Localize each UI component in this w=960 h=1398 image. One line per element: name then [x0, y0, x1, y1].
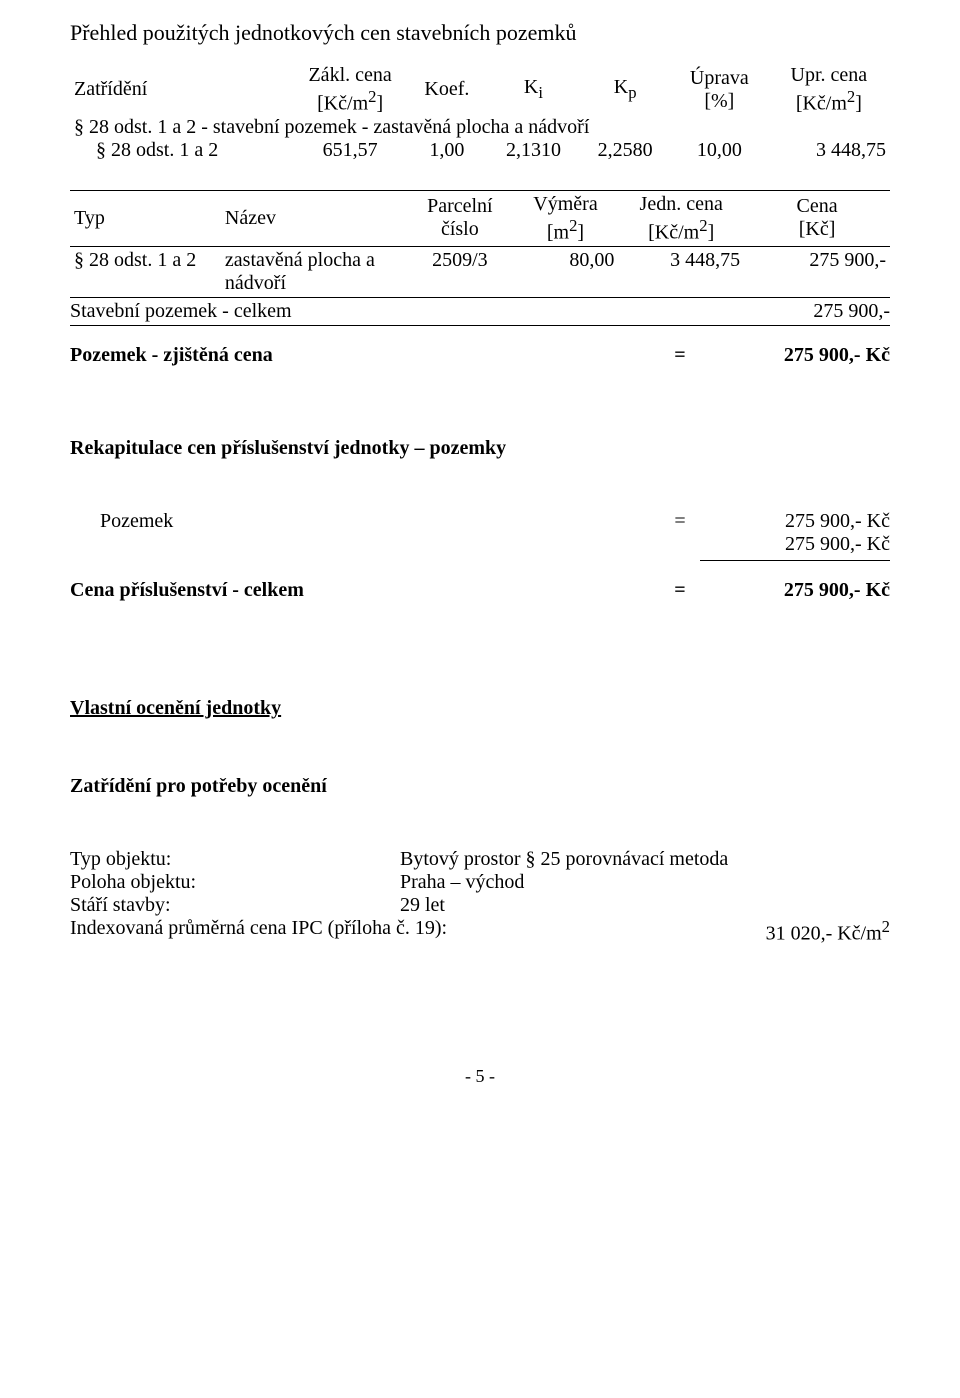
- col-header: Úprava[%]: [671, 64, 768, 116]
- cell: 275 900,-: [744, 249, 890, 295]
- value: 275 900,- Kč: [700, 533, 890, 556]
- kv-val: 29 let: [400, 894, 890, 917]
- kv-val: Bytový prostor § 25 porovnávací metoda: [400, 848, 890, 871]
- equals: =: [660, 579, 700, 602]
- kv-row: Typ objektu: Bytový prostor § 25 porovná…: [70, 848, 890, 871]
- sum-label: Stavební pozemek - celkem: [70, 300, 292, 323]
- sum-value: 275 900,-: [813, 300, 890, 323]
- table-row: Zatřídění Zákl. cena [Kč/m2] Koef. Ki Kp…: [70, 64, 890, 116]
- col-header: Kp: [579, 64, 671, 116]
- kv-val: Praha – východ: [400, 871, 890, 894]
- cell: 80,00: [513, 249, 619, 295]
- value: 275 900,- Kč: [700, 510, 890, 533]
- rekapitulace-title: Rekapitulace cen příslušenství jednotky …: [70, 437, 890, 460]
- cell: 2509/3: [407, 249, 513, 295]
- value: 275 900,- Kč: [700, 579, 890, 602]
- row-desc: § 28 odst. 1 a 2 - stavební pozemek - za…: [70, 116, 890, 139]
- kv-val: 31 020,- Kč/m2: [766, 917, 890, 946]
- table-row: § 28 odst. 1 a 2 651,57 1,00 2,1310 2,25…: [70, 139, 890, 162]
- col-header: Upr. cena [Kč/m2]: [768, 64, 890, 116]
- cell: § 28 odst. 1 a 2: [70, 139, 294, 162]
- sum-row: Stavební pozemek - celkem 275 900,-: [70, 300, 890, 323]
- table-row: Typ Název Parcelníčíslo Výměra [m2] Jedn…: [70, 193, 890, 245]
- col-header: Název: [221, 193, 407, 245]
- cell: 10,00: [671, 139, 768, 162]
- table-1: Zatřídění Zákl. cena [Kč/m2] Koef. Ki Kp…: [70, 64, 890, 162]
- kv-key: Stáří stavby:: [70, 894, 400, 917]
- col-header: Jedn. cena [Kč/m2]: [618, 193, 744, 245]
- col-header: Cena[Kč]: [744, 193, 890, 245]
- kv-row: Indexovaná průměrná cena IPC (příloha č.…: [70, 917, 890, 946]
- cell: zastavěná plocha anádvoří: [221, 249, 407, 295]
- table-row: § 28 odst. 1 a 2 - stavební pozemek - za…: [70, 116, 890, 139]
- kv-key: Indexovaná průměrná cena IPC (příloha č.…: [70, 917, 447, 946]
- equals: =: [660, 510, 700, 533]
- vlastni-title: Vlastní ocenění jednotky: [70, 697, 890, 720]
- label: Cena příslušenství - celkem: [70, 579, 660, 602]
- kv-row: Poloha objektu: Praha – východ: [70, 871, 890, 894]
- col-header: Ki: [488, 64, 580, 116]
- sum-rule: [700, 560, 890, 561]
- cell: 2,1310: [488, 139, 580, 162]
- cell: 2,2580: [579, 139, 671, 162]
- pozemek-row-2: 275 900,- Kč: [70, 533, 890, 556]
- value: 275 900,- Kč: [700, 344, 890, 367]
- label: Pozemek: [100, 510, 660, 533]
- cell: 3 448,75: [618, 249, 744, 295]
- col-header: Zatřídění: [70, 64, 294, 116]
- prislusenstvi-row: Cena příslušenství - celkem = 275 900,- …: [70, 579, 890, 602]
- table-2: Typ Název Parcelníčíslo Výměra [m2] Jedn…: [70, 193, 890, 245]
- kv-key: Poloha objektu:: [70, 871, 400, 894]
- page-number: - 5 -: [70, 1066, 890, 1087]
- zjistena-cena-row: Pozemek - zjištěná cena = 275 900,- Kč: [70, 344, 890, 367]
- col-header: Zákl. cena [Kč/m2]: [294, 64, 406, 116]
- zatrideni-title: Zatřídění pro potřeby ocenění: [70, 775, 890, 798]
- kv-key: Typ objektu:: [70, 848, 400, 871]
- table-2-body: § 28 odst. 1 a 2 zastavěná plocha anádvo…: [70, 249, 890, 295]
- table-row: § 28 odst. 1 a 2 zastavěná plocha anádvo…: [70, 249, 890, 295]
- cell: § 28 odst. 1 a 2: [70, 249, 221, 295]
- page-title: Přehled použitých jednotkových cen stave…: [70, 20, 890, 46]
- col-header: Typ: [70, 193, 221, 245]
- cell: 1,00: [406, 139, 487, 162]
- pozemek-row: Pozemek = 275 900,- Kč: [70, 510, 890, 533]
- cell: 3 448,75: [768, 139, 890, 162]
- cell: 651,57: [294, 139, 406, 162]
- equals: =: [660, 344, 700, 367]
- col-header: Parcelníčíslo: [407, 193, 513, 245]
- label: Pozemek - zjištěná cena: [70, 344, 660, 367]
- kv-block: Typ objektu: Bytový prostor § 25 porovná…: [70, 848, 890, 946]
- col-header: Výměra [m2]: [513, 193, 619, 245]
- col-header: Koef.: [406, 64, 487, 116]
- kv-row: Stáří stavby: 29 let: [70, 894, 890, 917]
